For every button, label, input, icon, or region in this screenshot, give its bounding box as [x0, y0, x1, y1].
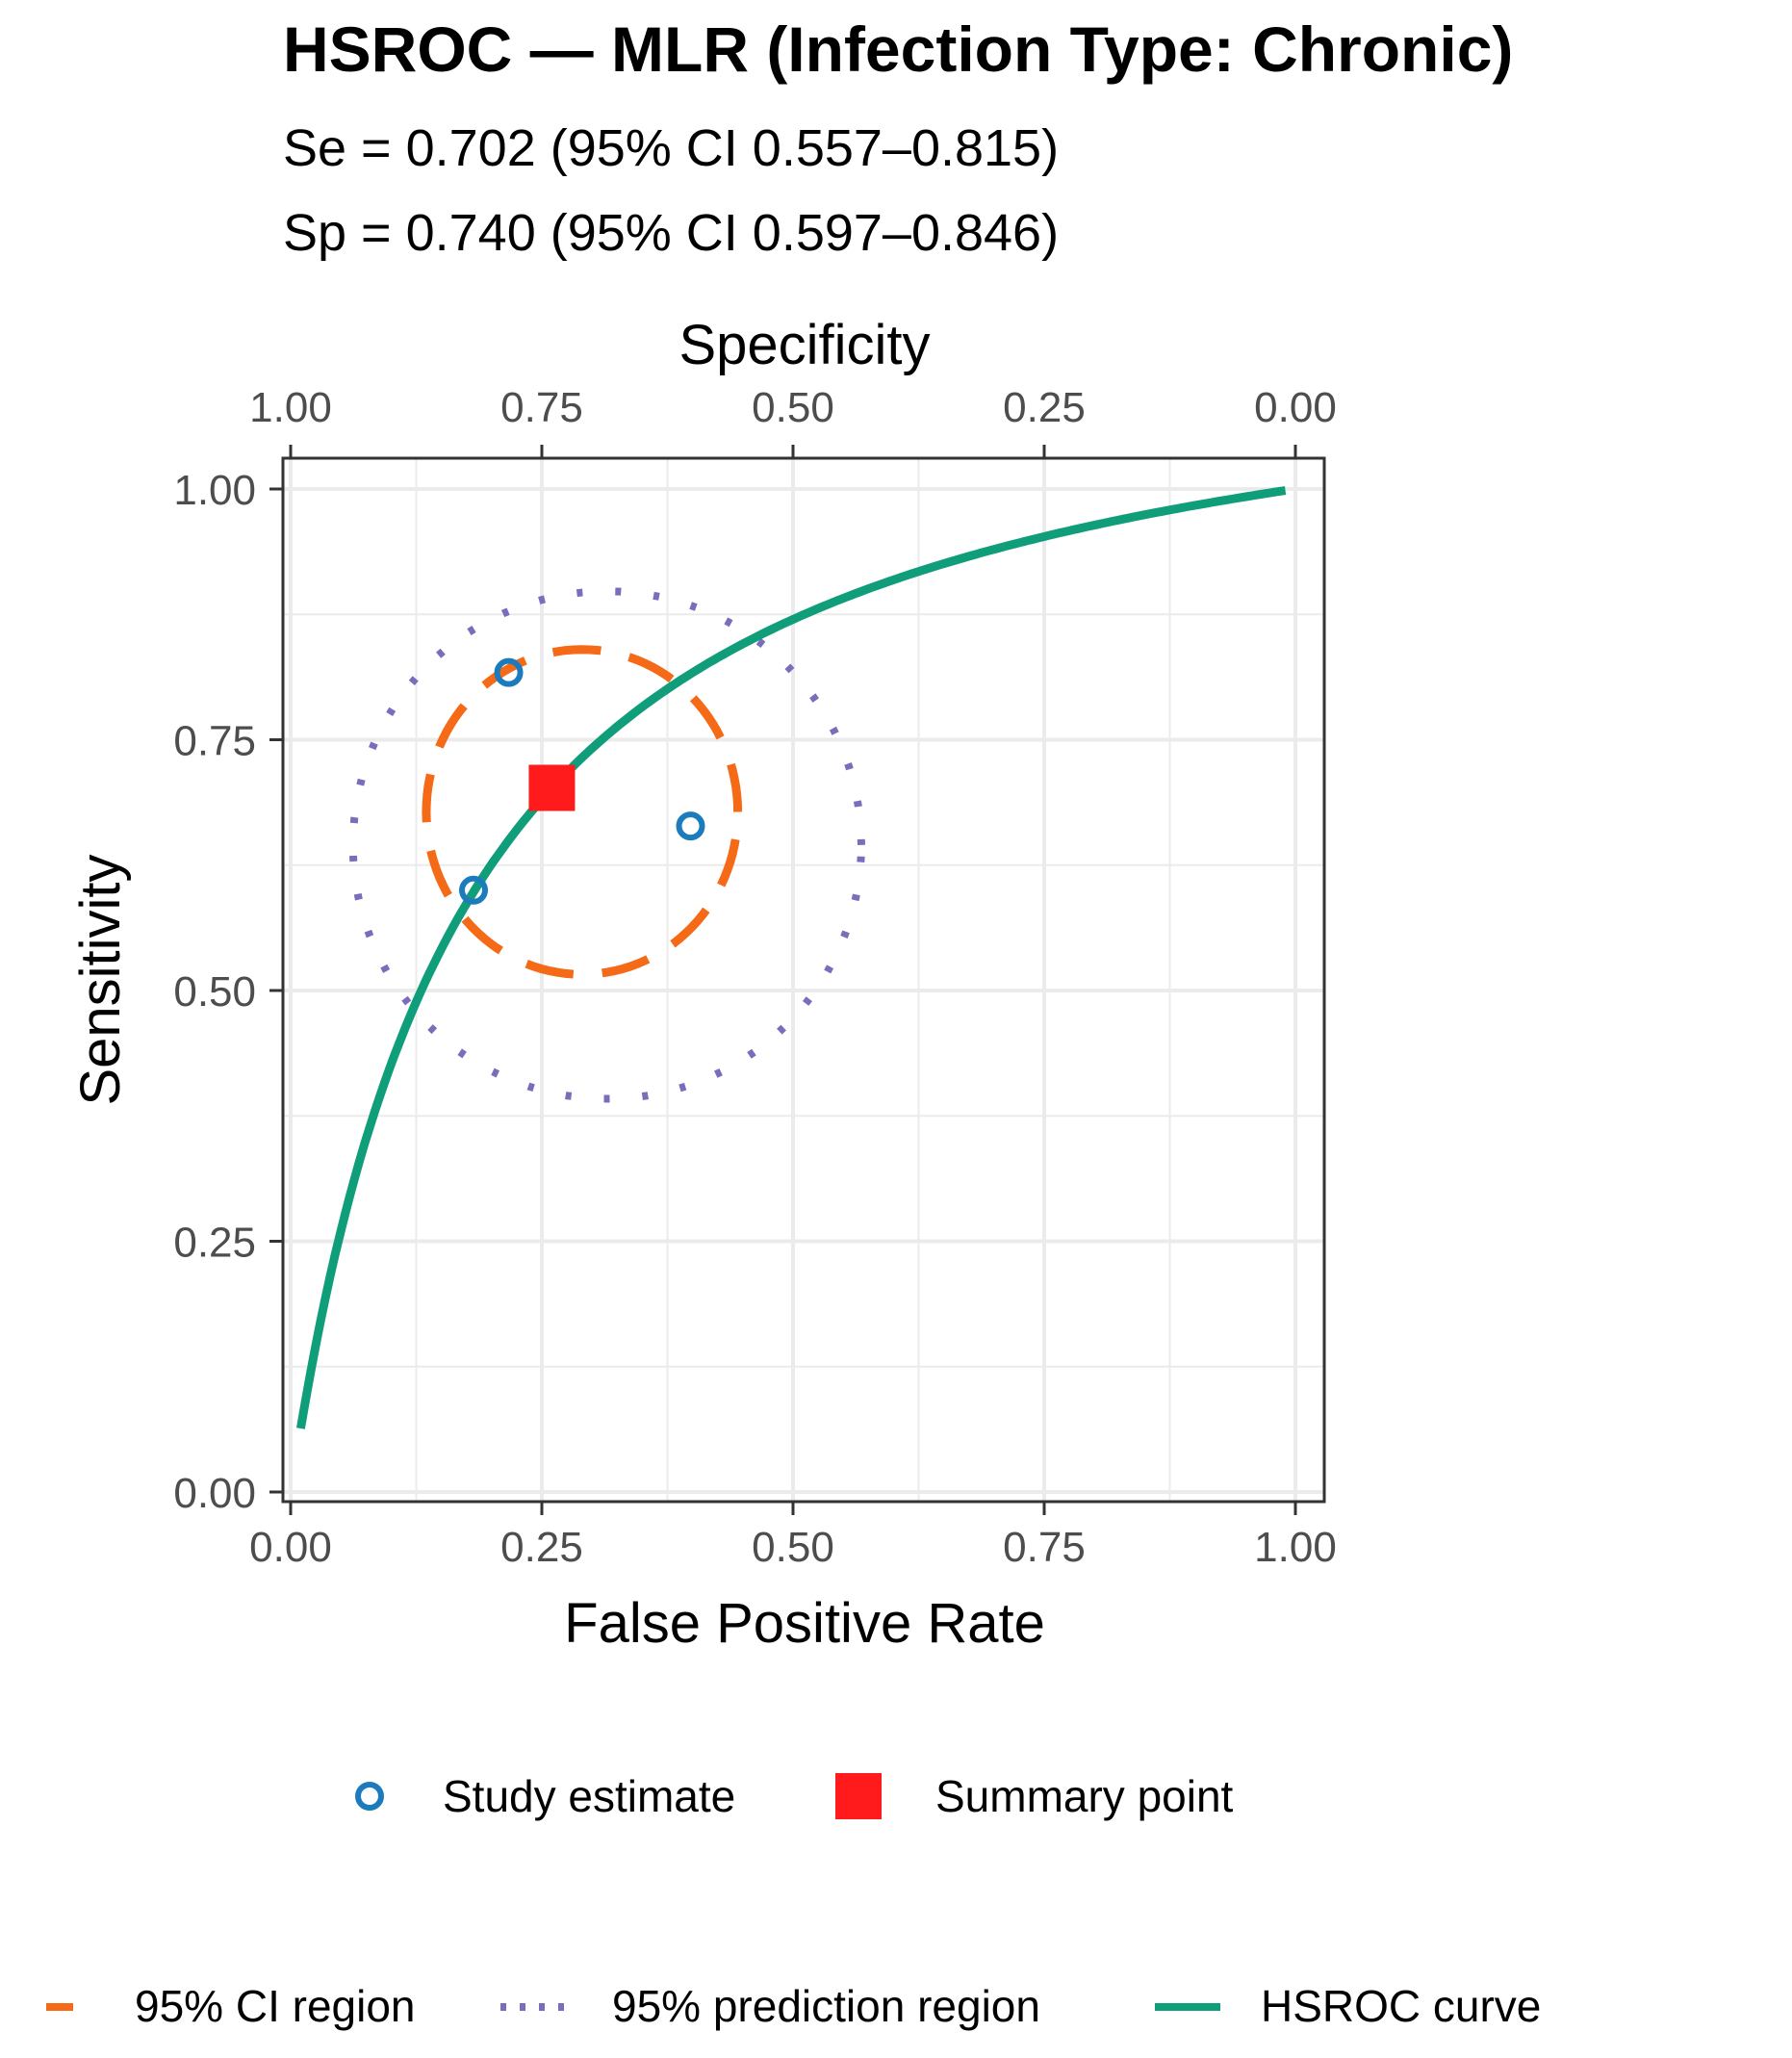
x-tick-label: 0.00 [249, 1524, 332, 1571]
y-tick-label: 0.25 [173, 1220, 256, 1267]
y-axis-title: Sensitivity [69, 854, 132, 1105]
legend-key-study-estimate [355, 1782, 384, 1811]
study-estimate-point [494, 657, 524, 687]
top-axis-ticks: 1.00 0.75 0.50 0.25 0.00 [249, 384, 1337, 458]
ci-region [422, 645, 743, 979]
study-estimate-point [676, 811, 705, 841]
summary-point [528, 764, 576, 811]
y-tick-label: 0.75 [173, 718, 256, 765]
x-tick-label: 1.00 [1254, 1524, 1337, 1571]
x-tick-label: 0.75 [1003, 1524, 1086, 1571]
x-axis-title: False Positive Rate [564, 1592, 1045, 1655]
chart-subtitle-sp: Sp = 0.740 (95% CI 0.597–0.846) [283, 204, 1059, 262]
study-estimate-point [459, 875, 489, 905]
legend-row-1: Study estimate Summary point [355, 1771, 1234, 1821]
y-tick-label: 1.00 [173, 467, 256, 514]
x-axis-ticks: 0.00 0.25 0.50 0.75 1.00 [249, 1502, 1337, 1571]
data-points [459, 657, 705, 905]
plot-panel [281, 456, 1326, 1504]
chart-title: HSROC — MLR (Infection Type: Chronic) [283, 13, 1513, 85]
prediction-region [348, 587, 866, 1103]
x-tick-label: 0.50 [752, 1524, 834, 1571]
y-axis-ticks: 0.00 0.25 0.50 0.75 1.00 [173, 467, 283, 1517]
top-tick-label: 0.50 [752, 384, 834, 431]
x-tick-label: 0.25 [500, 1524, 583, 1571]
chart-subtitle-se: Se = 0.702 (95% CI 0.557–0.815) [283, 119, 1059, 177]
top-tick-label: 0.00 [1254, 384, 1337, 431]
legend-label-ci-region: 95% CI region [135, 1981, 416, 2031]
grid [283, 458, 1324, 1502]
top-axis-title: Specificity [678, 314, 930, 376]
panel-frame [281, 456, 1326, 1504]
regions [295, 486, 1287, 1429]
top-tick-label: 0.25 [1003, 384, 1086, 431]
legend-row-2: 95% CI region 95% prediction region HSRO… [46, 1981, 1541, 2031]
top-tick-label: 1.00 [249, 384, 332, 431]
y-tick-label: 0.50 [173, 968, 256, 1016]
top-tick-label: 0.75 [500, 384, 583, 431]
legend-key-summary-point [835, 1773, 882, 1819]
legend-label-study-estimate: Study estimate [443, 1771, 735, 1821]
y-tick-label: 0.00 [173, 1470, 256, 1517]
legend-label-prediction-region: 95% prediction region [612, 1981, 1040, 2031]
hsroc-curve [295, 486, 1287, 1429]
legend-label-summary-point: Summary point [935, 1771, 1234, 1821]
legend-label-hsroc-curve: HSROC curve [1261, 1981, 1541, 2031]
